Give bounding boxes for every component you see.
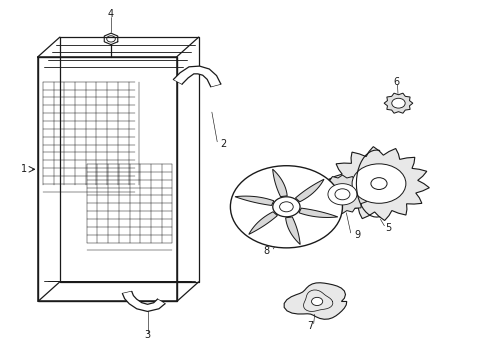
Text: 7: 7 [308,321,314,332]
Text: 2: 2 [220,139,226,149]
Circle shape [328,184,357,205]
Text: 1: 1 [21,164,27,174]
Text: 4: 4 [108,9,114,19]
Polygon shape [329,147,429,220]
Text: 8: 8 [264,247,270,256]
Polygon shape [122,292,165,311]
Polygon shape [173,66,221,87]
Polygon shape [284,283,347,319]
Polygon shape [235,196,274,206]
Text: 5: 5 [386,223,392,233]
Circle shape [335,189,350,200]
Polygon shape [249,212,277,234]
Circle shape [280,202,293,212]
Polygon shape [286,217,300,244]
Circle shape [392,98,405,108]
Text: 6: 6 [393,77,399,87]
Circle shape [273,197,300,217]
Text: 9: 9 [354,230,360,240]
Text: 3: 3 [145,330,150,341]
Circle shape [230,166,343,248]
Polygon shape [38,57,177,301]
Circle shape [352,164,406,203]
Polygon shape [316,175,368,213]
Polygon shape [295,179,324,202]
Circle shape [312,297,323,306]
Polygon shape [272,169,287,197]
Polygon shape [384,93,413,113]
Polygon shape [299,208,338,217]
Circle shape [371,177,387,189]
